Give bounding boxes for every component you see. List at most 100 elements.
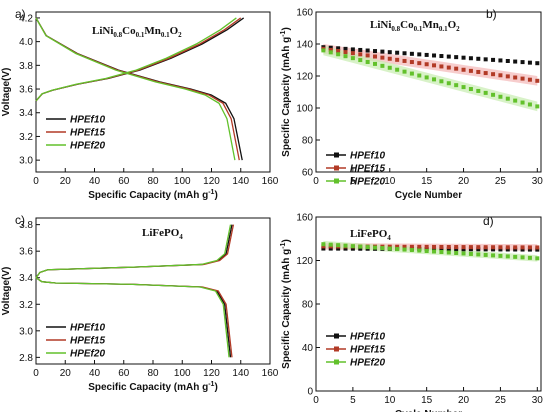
data-point (461, 247, 466, 252)
data-point (527, 247, 532, 252)
panel-d: 0 5 10 15 20 25 30 0 40 80 120 160 Cycle Number Speci… (280, 213, 543, 412)
y-tick-label: 120 (296, 256, 313, 267)
y-tick-label: 3.2 (19, 300, 33, 311)
data-point (513, 254, 518, 259)
y-axis-label-main: Voltage(V) (1, 267, 12, 316)
title-subscript: 0.8 (113, 31, 122, 39)
data-point (343, 243, 348, 248)
error-band-hpef15 (323, 44, 538, 86)
data-point (439, 54, 444, 59)
y-tick-label: 80 (302, 300, 314, 311)
data-point (395, 244, 400, 249)
title-part: Mn (144, 25, 161, 37)
legend-label: HPEf10 (350, 332, 385, 343)
data-point (476, 69, 481, 74)
legend-label: HPEf20 (350, 177, 385, 188)
y-tick-label: 140 (296, 40, 313, 51)
title-subscript: 0.1 (136, 31, 145, 39)
data-point (424, 52, 429, 57)
data-point (336, 246, 341, 251)
x-axis-label-main: Specific Capacity (mAh g (88, 382, 208, 393)
x-tick-label: 25 (495, 395, 507, 406)
data-point (483, 90, 488, 95)
x-tick-label: 0 (313, 176, 319, 187)
data-point (432, 244, 437, 249)
data-point (336, 49, 341, 54)
data-point (505, 254, 510, 259)
y-tick-label: 3.8 (19, 220, 33, 231)
y-tick-label: 3.6 (19, 85, 33, 96)
data-point (328, 50, 333, 55)
data-point (535, 61, 540, 66)
data-point (513, 247, 518, 252)
data-point (432, 77, 437, 82)
discharge-curve-hpef10 (35, 277, 232, 358)
x-tick-label: 100 (174, 368, 191, 379)
discharge-curve-hpef20 (35, 277, 230, 358)
data-point (535, 104, 540, 109)
title-part: Mn (422, 19, 439, 31)
x-axis-label: Cycle Number (395, 190, 462, 201)
y-tick-label: 80 (302, 136, 314, 147)
legend-label: HPEf20 (350, 358, 385, 369)
data-point (387, 65, 392, 70)
data-point (387, 50, 392, 55)
data-point (454, 55, 459, 60)
x-axis-label-sup: -1 (208, 381, 214, 388)
data-point (468, 245, 473, 250)
legend-label: HPEf15 (350, 164, 385, 175)
x-axis-label-tail: ) (214, 190, 217, 201)
data-point (439, 79, 444, 84)
x-tick-label: 80 (147, 368, 159, 379)
x-tick-label: 140 (232, 368, 249, 379)
data-point (432, 249, 437, 254)
y-tick-label: 4.0 (19, 37, 33, 48)
title-part: LiNi (92, 25, 113, 37)
data-point (387, 246, 392, 251)
data-point (358, 52, 363, 57)
data-point (387, 56, 392, 61)
panel-label: c) (15, 213, 25, 227)
legend-label: HPEf10 (70, 323, 105, 334)
x-tick-label: 60 (118, 368, 130, 379)
data-point (454, 250, 459, 255)
data-point (417, 52, 422, 57)
y-tick-label: 100 (296, 104, 313, 115)
data-point (402, 69, 407, 74)
data-point (491, 92, 496, 97)
y-tick-label: 3.6 (19, 247, 33, 258)
data-point (461, 55, 466, 60)
title-subscript: 4 (179, 233, 183, 241)
data-point (380, 49, 385, 54)
y-tick-label: 3.4 (19, 108, 33, 119)
title-subscript: 0.1 (439, 25, 448, 33)
data-point (527, 102, 532, 107)
data-point (476, 247, 481, 252)
x-tick-label: 60 (118, 176, 130, 187)
data-point (535, 247, 540, 252)
data-point (328, 242, 333, 247)
data-point (454, 247, 459, 252)
x-tick-label: 0 (33, 176, 39, 187)
data-point (446, 54, 451, 59)
x-axis-label-main: Specific Capacity (mAh g (88, 190, 208, 201)
title-part: Co (400, 19, 414, 31)
x-axis-label: Specific Capacity (mAh g-1) (88, 189, 218, 201)
panel-title: LiNi0.8Co0.1Mn0.1O2 (92, 25, 182, 39)
y-axis-label-main: Specific Capacity (mAh g (281, 249, 292, 369)
data-point (395, 67, 400, 72)
discharge-curve-hpef15 (35, 277, 233, 358)
x-axis-label: Cycle Number (395, 409, 462, 412)
legend-label: HPEf20 (70, 349, 105, 360)
data-point (520, 255, 525, 260)
data-point (461, 251, 466, 256)
x-axis-label-main: Cycle Number (395, 409, 462, 412)
x-tick-label: 120 (203, 368, 220, 379)
plot-frame (315, 11, 542, 173)
data-point (373, 49, 378, 54)
data-point (373, 245, 378, 250)
data-point (513, 245, 518, 250)
title-part: LiFePO (142, 227, 180, 239)
data-point (483, 252, 488, 257)
legend-label: HPEf15 (70, 128, 105, 139)
